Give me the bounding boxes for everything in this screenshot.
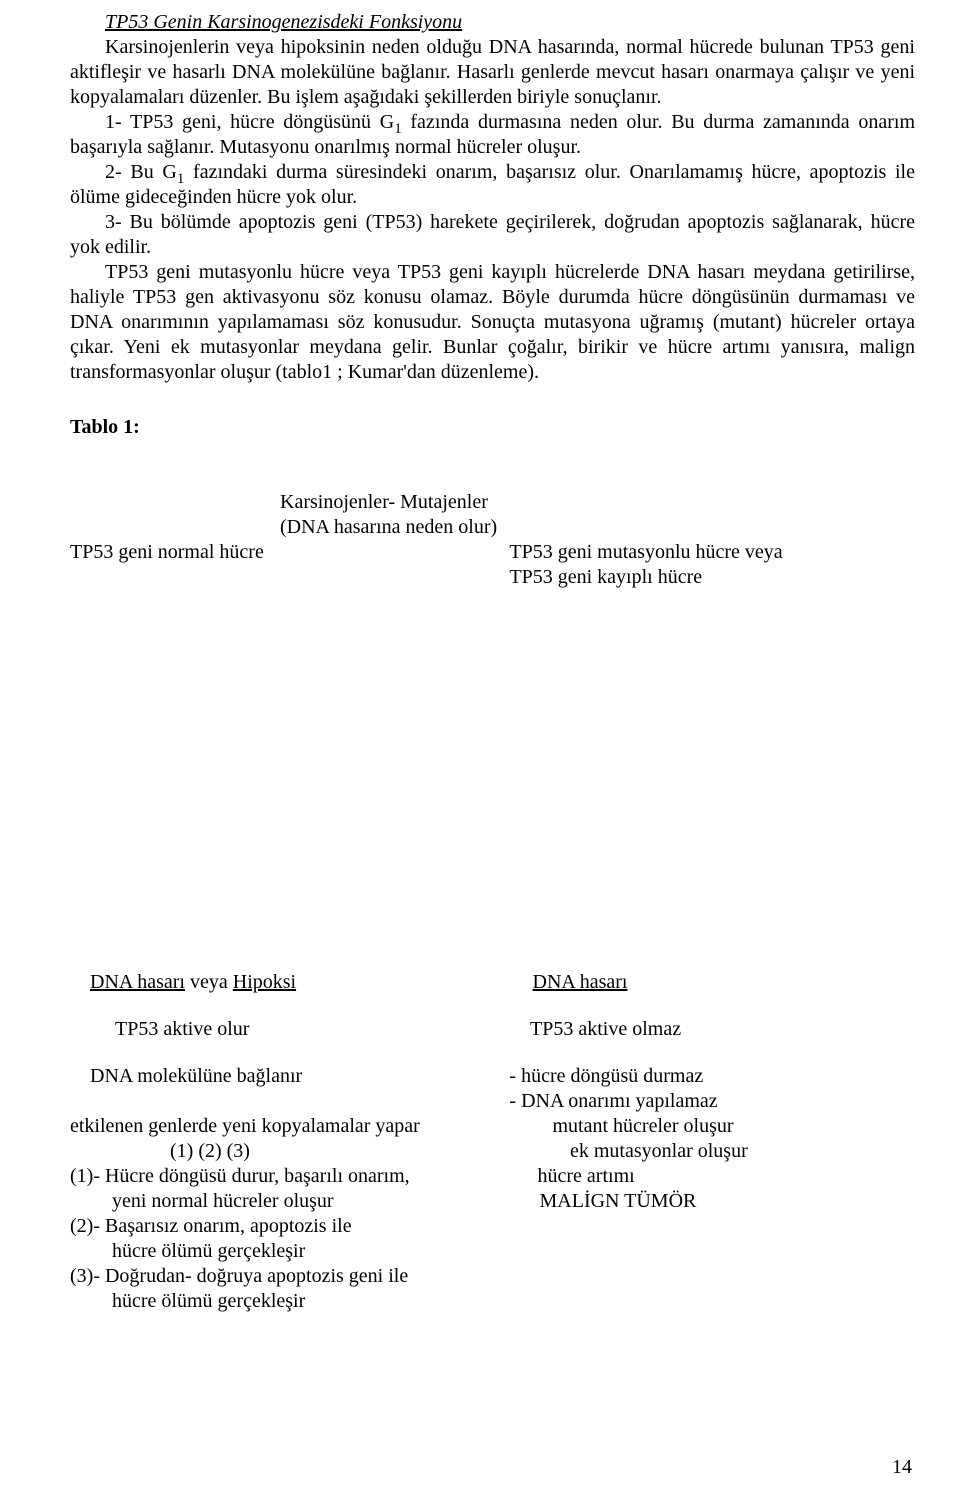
- gap-2: [70, 1042, 915, 1064]
- gap-1: [70, 995, 915, 1017]
- row-l5: (1)- Hücre döngüsü durur, başarılı onarı…: [70, 1164, 915, 1189]
- left-h1-b: Hipoksi: [233, 971, 296, 993]
- row-l6: yeni normal hücreler oluşur MALİGN TÜMÖR: [70, 1189, 915, 1214]
- row-top: TP53 geni normal hücre TP53 geni mutasyo…: [70, 540, 915, 590]
- right-l5: hücre artımı: [448, 1164, 916, 1189]
- left-l10: hücre ölümü gerçekleşir: [70, 1289, 915, 1314]
- right-h1-wrap: DNA hasarı: [473, 970, 916, 995]
- vertical-gap: [70, 590, 915, 970]
- row-l2: DNA molekülüne bağlanır - hücre döngüsü …: [70, 1064, 915, 1114]
- paragraph-5: TP53 geni mutasyonlu hücre veya TP53 gen…: [70, 260, 915, 385]
- left-l4: (1) (2) (3): [70, 1139, 515, 1164]
- para-title-block: TP53 Genin Karsinogenezisdeki Fonksiyonu: [70, 10, 915, 35]
- p3-a: 2- Bu G: [105, 161, 177, 183]
- left-h1: DNA hasarı veya Hipoksi: [70, 970, 473, 995]
- left-l8: hücre ölümü gerçekleşir: [70, 1239, 915, 1264]
- row-l1: TP53 aktive olur TP53 aktive olmaz: [70, 1017, 915, 1042]
- left-l7: (2)- Başarısız onarım, apoptozis ile: [70, 1214, 915, 1239]
- p3-b: fazındaki durma süresindeki onarım, başa…: [70, 161, 915, 208]
- table-label: Tablo 1:: [70, 415, 915, 440]
- left-l6: yeni normal hücreler oluşur: [70, 1189, 488, 1214]
- page-number: 14: [892, 1456, 912, 1479]
- right-h1: DNA hasarı: [533, 971, 628, 993]
- row-h1: DNA hasarı veya Hipoksi DNA hasarı: [70, 970, 915, 995]
- left-l9: (3)- Doğrudan- doğruya apoptozis geni il…: [70, 1264, 915, 1289]
- right-l3: mutant hücreler oluşur: [433, 1114, 916, 1139]
- center-line-2: (DNA hasarına neden olur): [280, 515, 915, 540]
- left-top: TP53 geni normal hücre: [70, 540, 476, 590]
- p2-a: 1- TP53 geni, hücre döngüsünü G: [105, 111, 394, 133]
- right-l4: ek mutasyonlar oluşur: [515, 1139, 915, 1164]
- right-l1: TP53 aktive olmaz: [500, 1017, 915, 1042]
- left-l5: (1)- Hücre döngüsü durur, başarılı onarı…: [70, 1164, 448, 1189]
- document-page: TP53 Genin Karsinogenezisdeki Fonksiyonu…: [0, 0, 960, 1334]
- left-l3: etkilenen genlerde yeni kopyalamalar yap…: [70, 1114, 433, 1139]
- right-l2: - hücre döngüsü durmaz - DNA onarımı yap…: [509, 1064, 915, 1114]
- paragraph-4: 3- Bu bölümde apoptozis geni (TP53) hare…: [70, 210, 915, 260]
- left-l1: TP53 aktive olur: [70, 1017, 500, 1042]
- left-h1-a: DNA hasarı: [90, 971, 185, 993]
- right-l2a: - hücre döngüsü durmaz: [509, 1064, 915, 1089]
- left-l2: DNA molekülüne bağlanır: [70, 1064, 496, 1114]
- paragraph-3: 2- Bu G1 fazındaki durma süresindeki ona…: [70, 160, 915, 210]
- p2-sub: 1: [394, 121, 402, 137]
- row-l3: etkilenen genlerde yeni kopyalamalar yap…: [70, 1114, 915, 1139]
- right-top-2: TP53 geni kayıplı hücre: [509, 565, 915, 590]
- center-line-1: Karsinojenler- Mutajenler: [280, 490, 915, 515]
- paragraph-1: Karsinojenlerin veya hipoksinin neden ol…: [70, 35, 915, 110]
- section-title: TP53 Genin Karsinogenezisdeki Fonksiyonu: [70, 10, 462, 35]
- row-l4: (1) (2) (3) ek mutasyonlar oluşur: [70, 1139, 915, 1164]
- paragraph-2: 1- TP53 geni, hücre döngüsünü G1 fazında…: [70, 110, 915, 160]
- right-top-1: TP53 geni mutasyonlu hücre veya: [509, 540, 915, 565]
- right-l6: MALİGN TÜMÖR: [488, 1189, 916, 1214]
- right-top: TP53 geni mutasyonlu hücre veya TP53 gen…: [509, 540, 915, 590]
- tablo-header: Karsinojenler- Mutajenler (DNA hasarına …: [70, 490, 915, 540]
- left-h1-mid: veya: [185, 971, 233, 993]
- right-l2b: - DNA onarımı yapılamaz: [509, 1089, 915, 1114]
